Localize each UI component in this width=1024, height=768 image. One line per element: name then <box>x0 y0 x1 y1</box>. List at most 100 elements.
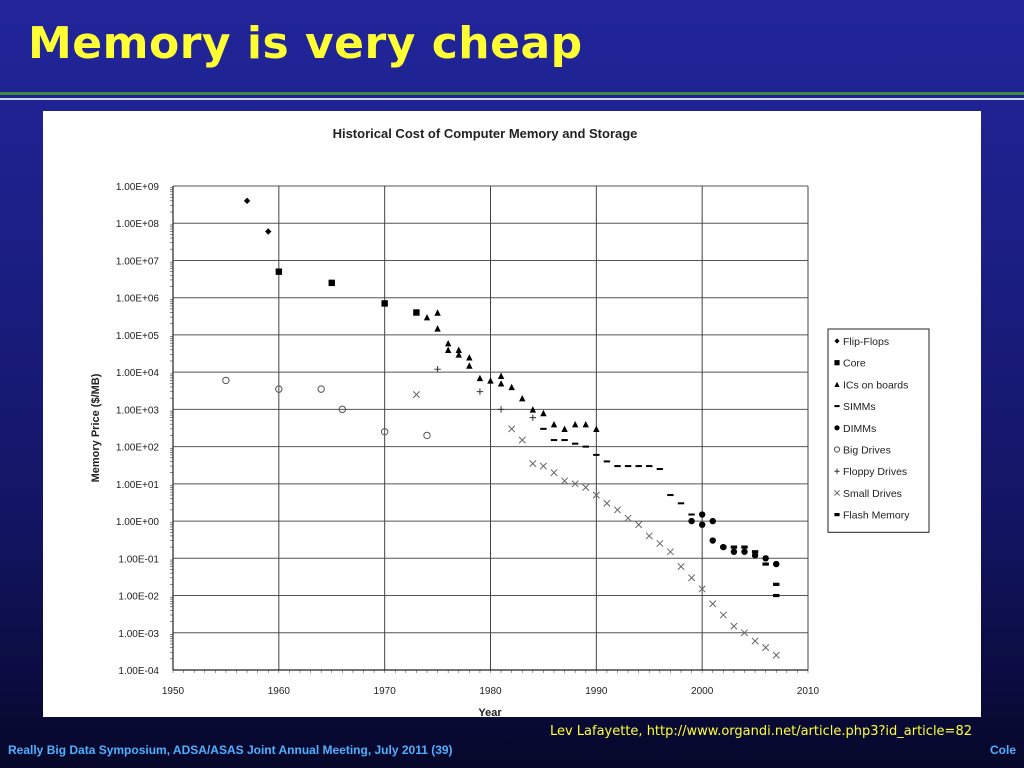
point-dimms <box>688 517 695 525</box>
point-small-drives <box>740 629 749 637</box>
point-dimms <box>773 560 780 568</box>
legend-marker <box>834 381 840 387</box>
title-divider-white <box>0 98 1024 100</box>
point-flash-memory <box>730 545 738 549</box>
point-big-drives <box>423 431 431 440</box>
point-dimms <box>709 537 716 544</box>
footer-event: Really Big Data Symposium, ADSA/ASAS Joi… <box>8 743 453 757</box>
point-ics-on-boards <box>582 421 589 428</box>
point-small-drives <box>666 548 674 556</box>
y-tick-label: 1.00E-01 <box>118 554 159 565</box>
point-small-drives <box>719 611 727 619</box>
point-ics-on-boards <box>423 313 431 321</box>
point-small-drives <box>613 506 622 514</box>
x-tick-label: 2010 <box>797 686 820 697</box>
chart-panel: Historical Cost of Computer Memory and S… <box>43 111 981 717</box>
point-flash-memory <box>741 545 748 549</box>
point-simms <box>677 502 685 505</box>
point-small-drives <box>412 391 420 399</box>
point-small-drives <box>550 469 558 477</box>
point-small-drives <box>688 574 696 582</box>
point-floppy-drives <box>476 388 484 395</box>
slide-title: Memory is very cheap <box>28 18 583 69</box>
legend-entry: DIMMs <box>843 423 876 435</box>
point-ics-on-boards <box>508 383 515 391</box>
point-small-drives <box>730 622 738 630</box>
y-tick-label: 1.00E+07 <box>116 256 160 267</box>
point-small-drives <box>677 563 685 571</box>
point-small-drives <box>539 462 547 470</box>
point-core <box>328 279 335 287</box>
legend-entry: Floppy Drives <box>843 466 907 478</box>
x-tick-label: 1970 <box>374 686 397 697</box>
footer-author: Cole <box>989 743 1016 757</box>
legend-entry: Small Drives <box>843 488 902 500</box>
point-simms <box>540 427 547 430</box>
chart-title: Historical Cost of Computer Memory and S… <box>333 126 638 141</box>
legend-marker <box>834 338 840 344</box>
point-ics-on-boards <box>487 377 494 384</box>
point-simms <box>624 465 632 468</box>
point-small-drives <box>518 436 526 444</box>
point-dimms <box>730 548 738 555</box>
point-simms <box>603 460 611 463</box>
title-divider-green <box>0 92 1024 95</box>
x-tick-label: 1990 <box>585 686 608 697</box>
y-tick-label: 1.00E+00 <box>116 517 160 528</box>
x-axis-label: Year <box>478 707 502 717</box>
point-simms <box>561 439 568 442</box>
point-simms <box>635 465 642 468</box>
point-ics-on-boards <box>519 394 526 402</box>
y-tick-label: 1.00E+05 <box>116 331 160 342</box>
y-tick-label: 1.00E-04 <box>118 666 159 677</box>
point-flash-memory <box>751 550 759 554</box>
point-simms <box>646 465 653 468</box>
point-ics-on-boards <box>455 351 462 358</box>
point-ics-on-boards <box>571 421 579 428</box>
x-tick-label: 2000 <box>691 686 714 697</box>
point-big-drives <box>338 405 347 414</box>
y-tick-label: 1.00E+09 <box>116 182 160 193</box>
point-ics-on-boards <box>561 425 568 433</box>
point-small-drives <box>582 483 590 492</box>
x-tick-label: 1980 <box>479 686 502 697</box>
point-flash-memory <box>773 593 780 598</box>
y-axis-label: Memory Price ($/MB) <box>90 373 102 482</box>
point-flip-flops <box>243 197 251 205</box>
point-ics-on-boards <box>550 421 558 428</box>
point-ics-on-boards <box>466 362 473 369</box>
point-flash-memory <box>762 562 769 566</box>
point-big-drives <box>317 385 325 393</box>
legend-entry: Flash Memory <box>843 510 910 522</box>
point-flash-memory <box>773 582 780 586</box>
x-tick-label: 1950 <box>162 686 185 697</box>
point-big-drives <box>222 376 230 385</box>
point-ics-on-boards <box>434 309 441 316</box>
point-small-drives <box>656 539 664 548</box>
legend-marker <box>834 513 840 517</box>
point-dimms <box>741 548 748 555</box>
y-tick-label: 1.00E+01 <box>116 480 160 491</box>
legend-box <box>827 328 930 533</box>
point-flash-memory <box>720 545 727 549</box>
point-ics-on-boards <box>466 354 473 361</box>
point-simms <box>593 453 600 456</box>
point-small-drives <box>592 491 600 499</box>
point-small-drives <box>772 651 780 659</box>
point-small-drives <box>571 480 579 488</box>
point-core <box>381 300 388 307</box>
point-small-drives <box>508 425 516 433</box>
point-small-drives <box>762 644 770 652</box>
point-ics-on-boards <box>497 380 505 387</box>
point-small-drives <box>635 521 643 529</box>
chart-svg: Historical Cost of Computer Memory and S… <box>90 126 930 717</box>
y-tick-label: 1.00E+04 <box>116 368 160 379</box>
point-dimms <box>698 521 706 528</box>
y-tick-label: 1.00E+03 <box>116 405 160 416</box>
point-small-drives <box>709 600 717 608</box>
point-ics-on-boards <box>540 409 547 417</box>
point-core <box>413 309 420 316</box>
legend-entry: Core <box>843 358 866 370</box>
point-ics-on-boards <box>529 406 537 413</box>
legend-marker <box>834 468 840 474</box>
